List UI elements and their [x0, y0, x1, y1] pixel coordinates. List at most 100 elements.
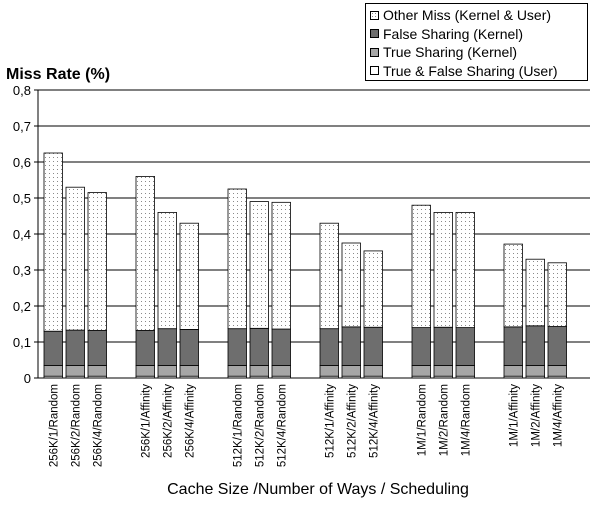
x-tick-label: 256K/1/Affinity — [140, 384, 152, 458]
bar-segment — [547, 364, 567, 377]
bar-segment — [503, 243, 523, 328]
bar-segment — [525, 364, 545, 377]
legend-swatch — [370, 10, 379, 20]
x-tick-label: 1M/4/Random — [460, 384, 472, 456]
x-axis-title: Cache Size /Number of Ways / Scheduling — [167, 481, 469, 498]
x-tick-label: 1M/2/Affinity — [530, 384, 542, 447]
bar-segment — [363, 364, 383, 377]
bar-segment — [433, 211, 453, 328]
bar-segment — [411, 327, 431, 366]
bar-segment — [249, 364, 269, 377]
bar-segment — [319, 328, 339, 366]
bar-segment — [157, 328, 177, 366]
x-tick-label: 1M/1/Affinity — [508, 384, 520, 447]
legend-item: False Sharing (Kernel) — [370, 25, 587, 44]
bar-segment — [341, 242, 361, 328]
bar-segment — [179, 222, 199, 330]
bar-segment — [547, 326, 567, 366]
y-tick-labels: 0 0,1 0,2 0,3 0,4 0,5 0,6 0,7 0,8 — [13, 83, 31, 386]
bar-segment — [227, 188, 247, 330]
y-axis-title: Miss Rate (%) — [6, 66, 110, 83]
bar-segment — [363, 326, 383, 366]
bar-segment — [249, 327, 269, 366]
axes — [34, 89, 590, 379]
gridlines — [38, 89, 590, 343]
bar-segment — [43, 152, 63, 332]
legend-swatch — [370, 66, 379, 76]
legend-item: True & False Sharing (User) — [370, 62, 587, 81]
bar-segment — [135, 364, 155, 377]
x-tick-label: 256K/4/Affinity — [184, 384, 196, 458]
y-tick-label: 0,7 — [13, 119, 31, 134]
legend-item: True Sharing (Kernel) — [370, 43, 587, 62]
bar-segment — [433, 326, 453, 366]
y-tick-label: 0,1 — [13, 335, 31, 350]
bar-segment — [227, 328, 247, 366]
bar-segment — [87, 364, 107, 377]
bar-segment — [411, 364, 431, 377]
x-tick-label: 256K/2/Random — [70, 384, 82, 467]
bar-segment — [455, 364, 475, 377]
legend-swatch — [370, 47, 379, 57]
bar-segment — [547, 262, 567, 327]
legend-label: Other Miss (Kernel & User) — [383, 7, 552, 24]
y-tick-label: 0,3 — [13, 263, 31, 278]
y-tick-label: 0,4 — [13, 227, 31, 242]
bar-segment — [341, 364, 361, 377]
bar-segment — [363, 250, 383, 328]
bar-segment — [319, 364, 339, 377]
legend: Other Miss (Kernel & User) False Sharing … — [365, 3, 588, 81]
legend-swatch — [370, 29, 379, 39]
x-tick-label: 256K/2/Affinity — [162, 384, 174, 458]
bar-segment — [65, 364, 85, 377]
x-tick-label: 1M/2/Random — [438, 384, 450, 456]
x-tick-label: 256K/4/Random — [92, 384, 104, 467]
bar-segment — [87, 192, 107, 331]
x-tick-label: 512K/1/Random — [232, 384, 244, 467]
y-tick-label: 0 — [24, 371, 31, 386]
bar-segment — [157, 211, 177, 330]
bar-segment — [271, 328, 291, 366]
bar-segment — [43, 330, 63, 366]
bar-segment — [433, 364, 453, 377]
x-tick-label: 512K/4/Random — [276, 384, 288, 467]
bar-segment — [319, 222, 339, 330]
bar-segment — [249, 201, 269, 329]
bar-segment — [179, 364, 199, 377]
bar-segment — [65, 186, 85, 331]
bar-segment — [135, 330, 155, 366]
bar-segment — [525, 325, 545, 366]
x-tick-label: 512K/2/Random — [254, 384, 266, 467]
x-tick-labels: 256K/1/Random 256K/2/Random 256K/4/Random 2… — [48, 384, 564, 467]
x-tick-label: 1M/1/Random — [416, 384, 428, 456]
y-tick-label: 0,2 — [13, 299, 31, 314]
y-tick-label: 0,6 — [13, 155, 31, 170]
x-tick-label: 512K/2/Affinity — [346, 384, 358, 458]
bar-segment — [43, 364, 63, 377]
x-tick-label: 512K/4/Affinity — [368, 384, 380, 458]
y-tick-label: 0,5 — [13, 191, 31, 206]
bar-segment — [503, 364, 523, 377]
legend-label: True & False Sharing (User) — [383, 62, 558, 79]
bar-segment — [341, 326, 361, 366]
x-tick-label: 256K/1/Random — [48, 384, 60, 467]
bar-segment — [227, 364, 247, 377]
bar-segment — [503, 326, 523, 366]
bar-segment — [455, 327, 475, 366]
bar-segment — [157, 364, 177, 377]
bar-segment — [411, 204, 431, 328]
x-tick-label: 1M/4/Affinity — [552, 384, 564, 447]
bar-segment — [271, 364, 291, 377]
y-tick-label: 0,8 — [13, 83, 31, 98]
legend-item: Other Miss (Kernel & User) — [370, 6, 587, 25]
bar-segment — [135, 175, 155, 331]
bar-segment — [525, 258, 545, 327]
bar-segment — [65, 329, 85, 366]
bar-segment — [179, 328, 199, 366]
bar-segment — [455, 211, 475, 328]
x-tick-label: 512K/1/Affinity — [324, 384, 336, 458]
bars — [43, 152, 567, 379]
bar-segment — [271, 201, 291, 330]
bar-segment — [87, 330, 107, 366]
